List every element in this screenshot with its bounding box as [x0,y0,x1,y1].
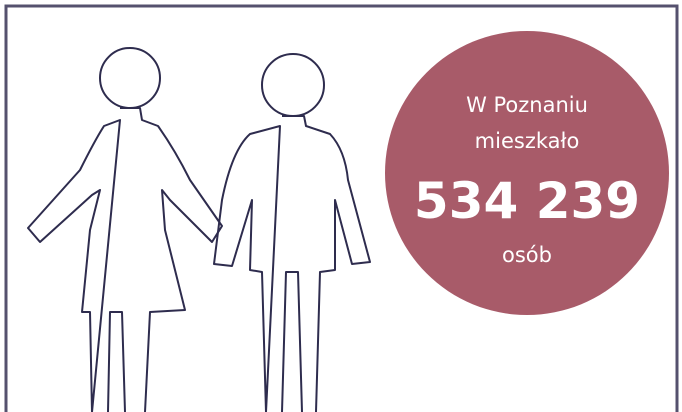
highlight-circle [385,31,669,315]
caption-line: mieszkało [475,129,580,153]
caption-line: osób [502,243,552,267]
woman-figure [27,47,223,412]
caption-line: W Poznaniu [466,93,588,117]
population-number: 534 239 [414,172,640,230]
man-figure [213,53,371,412]
frame [4,4,679,412]
